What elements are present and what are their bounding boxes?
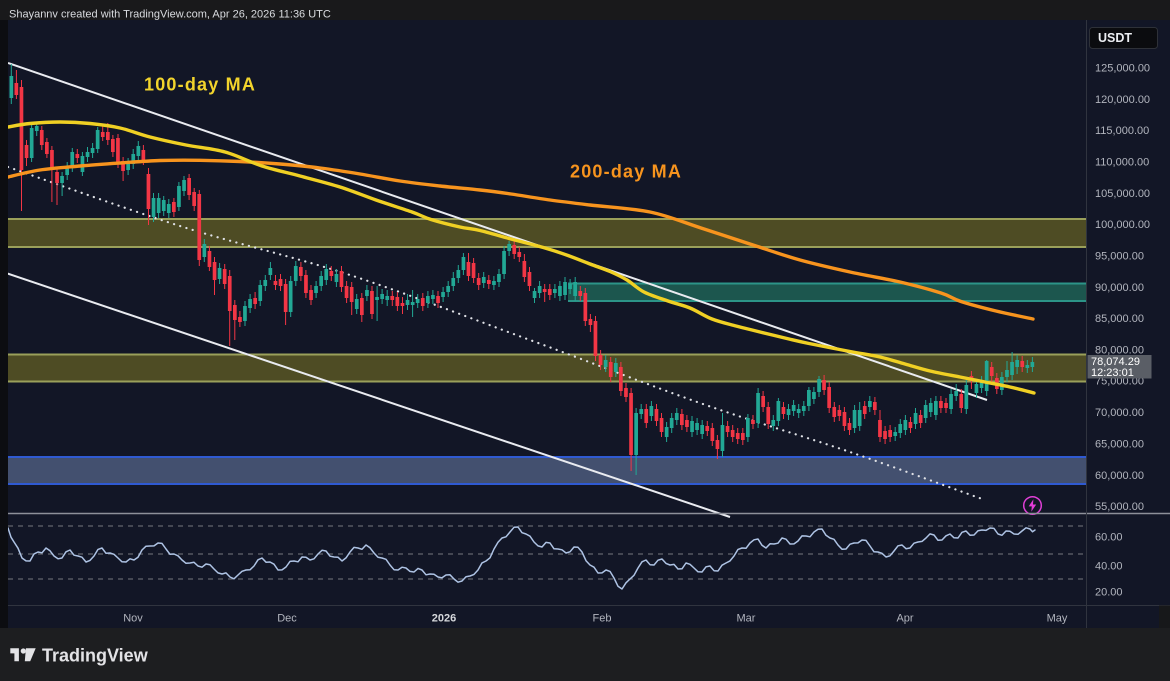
svg-text:Dec: Dec — [277, 613, 297, 625]
svg-text:USDT: USDT — [1098, 31, 1132, 45]
svg-text:Nov: Nov — [123, 613, 143, 625]
svg-text:Apr: Apr — [896, 613, 913, 625]
svg-text:75,000.00: 75,000.00 — [1095, 376, 1144, 388]
svg-text:60,000.00: 60,000.00 — [1095, 470, 1144, 482]
svg-text:Shayannv created with TradingV: Shayannv created with TradingView.com, A… — [9, 8, 331, 20]
svg-text:110,000.00: 110,000.00 — [1095, 156, 1149, 168]
svg-text:115,000.00: 115,000.00 — [1095, 125, 1149, 137]
svg-text:95,000.00: 95,000.00 — [1095, 250, 1144, 262]
svg-text:20.00: 20.00 — [1095, 586, 1123, 598]
svg-text:70,000.00: 70,000.00 — [1095, 407, 1144, 419]
svg-text:90,000.00: 90,000.00 — [1095, 282, 1144, 294]
svg-text:55,000.00: 55,000.00 — [1095, 501, 1144, 513]
svg-text:2026: 2026 — [432, 613, 456, 625]
svg-text:120,000.00: 120,000.00 — [1095, 94, 1150, 106]
svg-text:Feb: Feb — [593, 613, 612, 625]
svg-text:200-day MA: 200-day MA — [570, 162, 682, 182]
svg-text:65,000.00: 65,000.00 — [1095, 438, 1144, 450]
svg-text:60.00: 60.00 — [1095, 531, 1123, 543]
svg-text:80,000.00: 80,000.00 — [1095, 344, 1144, 356]
svg-text:85,000.00: 85,000.00 — [1095, 313, 1144, 325]
svg-text:TradingView: TradingView — [42, 646, 149, 666]
svg-text:105,000.00: 105,000.00 — [1095, 188, 1150, 200]
svg-text:May: May — [1047, 613, 1068, 625]
svg-text:12:23:01: 12:23:01 — [1091, 367, 1134, 379]
svg-text:40.00: 40.00 — [1095, 560, 1123, 572]
svg-text:78,074.29: 78,074.29 — [1091, 356, 1140, 368]
svg-text:100,000.00: 100,000.00 — [1095, 219, 1150, 231]
svg-text:125,000.00: 125,000.00 — [1095, 62, 1150, 74]
svg-text:100-day MA: 100-day MA — [144, 75, 256, 95]
svg-text:Mar: Mar — [737, 613, 756, 625]
